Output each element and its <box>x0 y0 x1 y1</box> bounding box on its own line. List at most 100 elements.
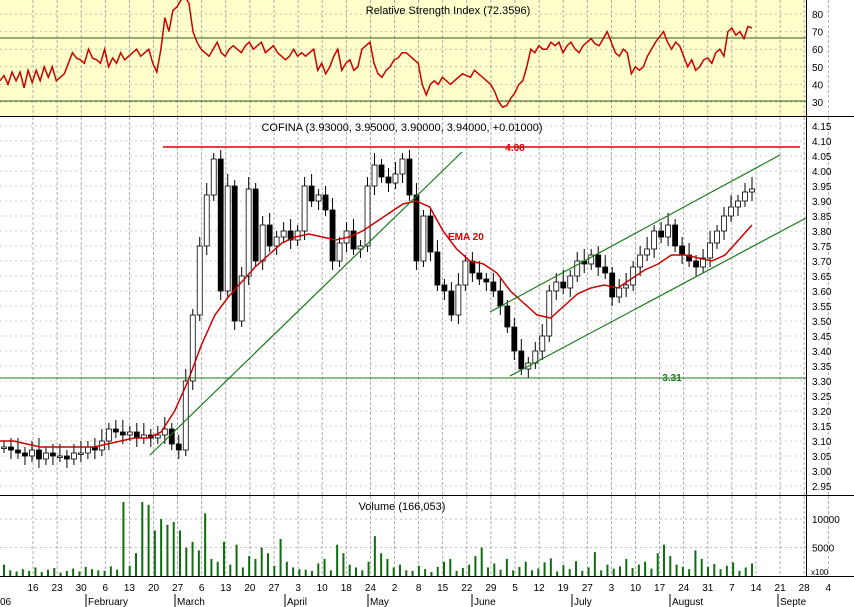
candle <box>182 369 189 456</box>
volume-bar <box>323 558 326 576</box>
date-tick-label: 15 <box>437 583 449 594</box>
volume-bar <box>681 566 684 576</box>
volume-bar <box>600 570 603 576</box>
volume-bar <box>9 570 12 576</box>
volume-bar <box>732 562 735 576</box>
volume-bar <box>248 556 251 576</box>
volume-bar <box>367 561 370 576</box>
volume-bar <box>241 567 244 576</box>
date-tick-label: 12 <box>534 583 546 594</box>
candle <box>308 174 315 207</box>
price-tick-label: 4.05 <box>812 152 832 163</box>
volume-bar <box>637 564 640 576</box>
candle <box>1 441 7 453</box>
date-tick-label: 30 <box>76 583 88 594</box>
price-tick-labels: 2.95 3.00 3.05 3.10 3.15 3.20 3.25 3.30 3.35 3.40… <box>812 122 832 493</box>
candle <box>203 183 210 255</box>
volume-bar <box>342 553 345 576</box>
volume-bar <box>34 567 37 576</box>
volume-bar <box>279 539 282 576</box>
candle <box>315 189 322 210</box>
month-label: February <box>88 597 128 607</box>
volume-bar <box>109 566 112 576</box>
candle <box>742 183 748 207</box>
rsi-tick-label: 60 <box>812 45 824 56</box>
channel-upper-line <box>489 154 781 313</box>
candle <box>434 240 441 291</box>
price-panel: 4.08 3.31 EMA 20 COFINA (3.93000, 3.9500… <box>0 117 832 495</box>
candle <box>43 447 49 465</box>
volume-bar <box>254 558 257 576</box>
candle <box>336 237 343 267</box>
candle <box>441 279 448 300</box>
volume-bar <box>606 564 609 576</box>
candle <box>553 273 560 300</box>
candle <box>273 231 280 255</box>
support-label: 3.31 <box>662 373 682 384</box>
trendlines <box>149 151 807 456</box>
volume-bar <box>738 570 741 576</box>
volume-bar <box>505 558 508 576</box>
volume-tick-label: 10000 <box>812 515 840 526</box>
date-tick-label: 20 <box>244 583 256 594</box>
date-tick-label: 22 <box>461 583 473 594</box>
date-tick-label: 6 <box>103 583 109 594</box>
date-tick-label: 23 <box>52 583 64 594</box>
candle <box>385 168 392 192</box>
price-tick-label: 4.00 <box>812 167 832 178</box>
volume-bar <box>518 566 521 576</box>
month-label: June <box>474 597 496 607</box>
price-tick-label: 3.10 <box>812 437 832 448</box>
rsi-panel: Relative Strength Index (72.3596) 30 40 50… <box>0 0 829 116</box>
volume-bar <box>405 570 408 576</box>
uptrend-line <box>149 151 463 456</box>
price-tick-label: 3.25 <box>812 392 832 403</box>
price-tick-label: 3.70 <box>812 257 832 268</box>
date-tick-label: 21 <box>775 583 787 594</box>
candle <box>595 246 602 276</box>
ema20-line <box>0 200 753 448</box>
price-title: COFINA (3.93000, 3.95000, 3.90000, 3.940… <box>261 122 542 134</box>
candle <box>504 300 511 333</box>
volume-bar <box>751 563 753 576</box>
candle <box>238 267 245 327</box>
price-tick-label: 3.35 <box>812 362 832 373</box>
volume-bar <box>581 570 584 576</box>
date-tick-label: 2 <box>392 583 398 594</box>
rsi-tick-label: 30 <box>812 98 824 109</box>
price-tick-label: 3.50 <box>812 317 832 328</box>
volume-bars <box>3 502 753 576</box>
volume-bar <box>84 566 87 576</box>
rsi-tick-label: 50 <box>812 63 824 74</box>
volume-bar <box>72 568 75 576</box>
volume-bar <box>348 564 351 576</box>
volume-bar <box>267 553 269 576</box>
volume-bar <box>166 524 169 576</box>
candle <box>567 270 574 297</box>
price-tick-label: 3.85 <box>812 212 832 223</box>
price-tick-label: 3.80 <box>812 227 832 238</box>
volume-bar <box>336 544 339 576</box>
rsi-line <box>0 0 753 109</box>
volume-bar <box>53 568 56 576</box>
volume-bar <box>135 553 137 576</box>
volume-bar <box>411 570 414 576</box>
volume-bar <box>719 569 722 576</box>
price-tick-label: 3.75 <box>812 242 832 253</box>
volume-bar <box>392 567 395 576</box>
volume-bar <box>644 561 647 576</box>
volume-bar <box>329 570 332 576</box>
volume-bar <box>625 558 628 576</box>
candle <box>105 423 112 450</box>
volume-bar <box>304 569 307 576</box>
volume-bar <box>417 565 420 576</box>
volume-bar <box>575 561 577 576</box>
volume-bar <box>292 567 295 576</box>
candle <box>364 177 371 252</box>
date-tick-label: 27 <box>172 583 184 594</box>
date-tick-label: 6 <box>199 583 205 594</box>
volume-bar <box>443 561 445 576</box>
date-tick-label: 4 <box>826 583 832 594</box>
candle <box>616 279 623 303</box>
volume-bar <box>700 558 703 576</box>
